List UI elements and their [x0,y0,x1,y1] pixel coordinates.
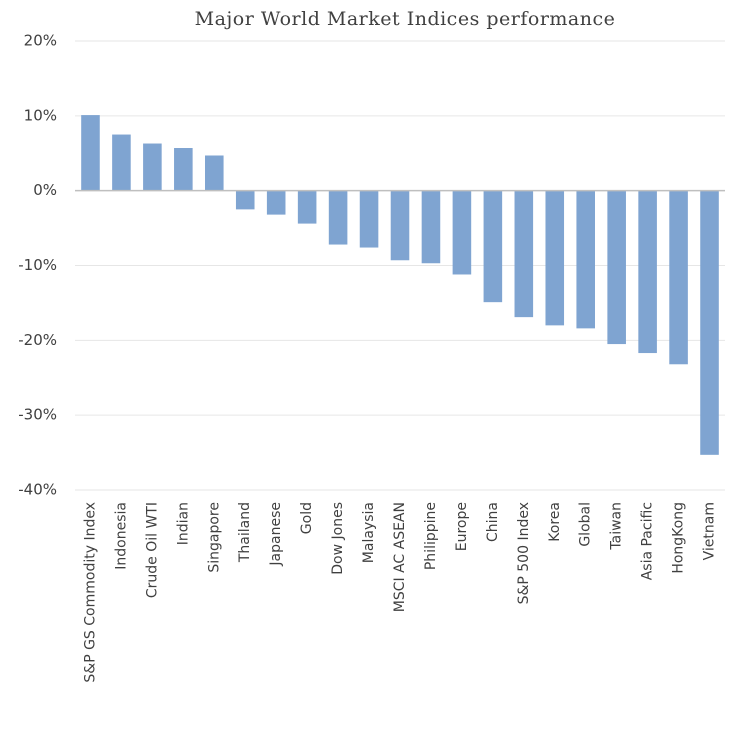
x-tick-label: Gold [299,502,315,534]
x-tick-label: Philippine [423,502,439,570]
bar [266,190,286,215]
y-tick-label: -10% [18,256,57,274]
y-tick-label: -40% [18,481,57,499]
bar [669,190,688,365]
x-tick-label: S&P 500 Index [516,502,532,604]
bar [235,190,255,210]
bar [607,190,626,345]
x-tick-label: Singapore [206,502,222,573]
bar [143,143,162,191]
x-tick-label: Korea [547,502,563,542]
x-tick-label: MSCI AC ASEAN [392,502,408,612]
x-tick-label: Vietnam [702,502,718,560]
x-tick-label: Crude Oil WTI [144,502,160,598]
x-tick-label: Dow Jones [330,502,346,575]
x-tick-label: Indian [175,502,191,545]
x-tick-label: China [485,502,501,542]
y-tick-label: -30% [18,406,57,424]
bar [205,155,224,191]
bar [452,190,472,275]
x-tick-label: Global [578,502,594,547]
bar [638,190,657,354]
bar [359,190,379,248]
chart-title: Major World Market Indices performance [195,8,616,30]
y-tick-label: 0% [33,181,57,199]
x-tick-label: Europe [454,502,470,551]
x-tick-label: S&P GS Commodity Index [82,502,98,683]
bar [174,148,193,191]
bar [112,134,131,191]
y-tick-label: -20% [18,331,57,349]
bar [514,190,534,318]
x-tick-label: Japanese [268,502,284,567]
y-tick-label: 20% [24,32,57,50]
bar [545,190,565,326]
bar [576,190,595,329]
x-tick-label: Taiwan [609,502,625,551]
y-tick-label: 10% [24,106,57,124]
x-tick-label: Indonesia [113,502,129,570]
bar [700,190,719,455]
x-tick-label: HongKong [671,502,687,574]
bar [421,190,441,264]
x-tick-label: Thailand [237,502,253,563]
x-tick-label: Asia Pacific [640,502,656,580]
bar [297,190,317,224]
bar [328,190,348,245]
bar [81,115,100,191]
bar [390,190,410,261]
bar [483,190,503,303]
x-tick-label: Malaysia [361,502,377,563]
